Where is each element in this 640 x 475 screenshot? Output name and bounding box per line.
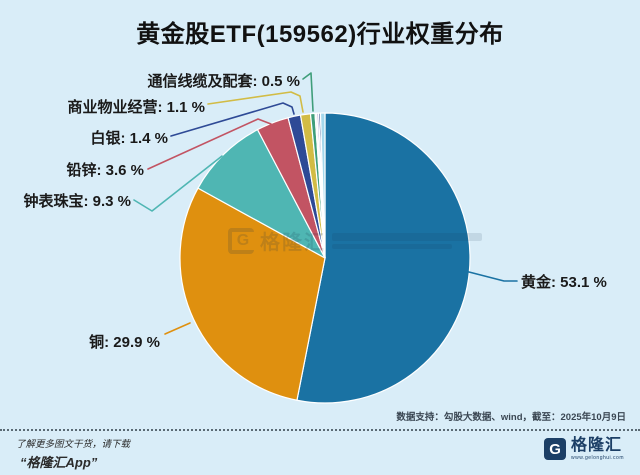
data-source-note: 数据支持：勾股大数据、wind，截至：2025年10月9日 <box>396 412 626 423</box>
leader-line-铅锌 <box>147 118 272 170</box>
slice-label-通信线缆及配套: 通信线缆及配套: 0.5 % <box>147 72 300 90</box>
pie-chart: 黄金: 53.1 % 铜: 29.9 % 钟表珠宝: 9.3 % 铅锌: 3.6 % 白… <box>23 72 607 404</box>
promo-app-name: “格隆汇App” <box>20 455 98 470</box>
slice-label-商业物业经营: 商业物业经营: 1.1 % <box>67 98 205 116</box>
footer-bar: 了解更多图文干货，请下载 “格隆汇App” G 格隆汇 www.gelonghu… <box>0 429 640 475</box>
promo-text: 了解更多图文干货，请下载 <box>16 439 131 450</box>
slice-label-铅锌: 铅锌: 3.6 % <box>66 161 144 179</box>
pie-slice-钟表珠宝 <box>197 129 326 259</box>
slice-label-白银: 白银: 1.4 % <box>90 129 168 147</box>
leader-line-钟表珠宝 <box>133 155 223 212</box>
gelonghui-logo: G 格隆汇 www.gelonghui.com <box>544 438 624 461</box>
leader-line-铜 <box>164 322 191 335</box>
gelonghui-g-icon: G <box>544 438 567 460</box>
leader-line-白银 <box>170 102 295 137</box>
slice-label-黄金: 黄金: 53.1 % <box>521 273 607 291</box>
chart-title: 黄金股ETF(159562)行业权重分布 <box>136 21 504 48</box>
slice-label-钟表珠宝: 钟表珠宝: 9.3 % <box>23 192 131 210</box>
leader-line-黄金 <box>468 271 518 282</box>
app-promo: 了解更多图文干货，请下载 “格隆汇App” <box>16 436 130 471</box>
leader-line-商业物业经营 <box>207 91 304 113</box>
gelonghui-logo-name: 格隆汇 <box>571 437 623 454</box>
pie-slice-铜 <box>179 187 326 401</box>
pie-slice-other <box>319 112 326 259</box>
gelonghui-logo-url: www.gelonghui.com <box>571 455 624 461</box>
leader-line-通信线缆及配套 <box>302 72 314 112</box>
slice-label-铜: 铜: 29.9 % <box>89 333 160 351</box>
